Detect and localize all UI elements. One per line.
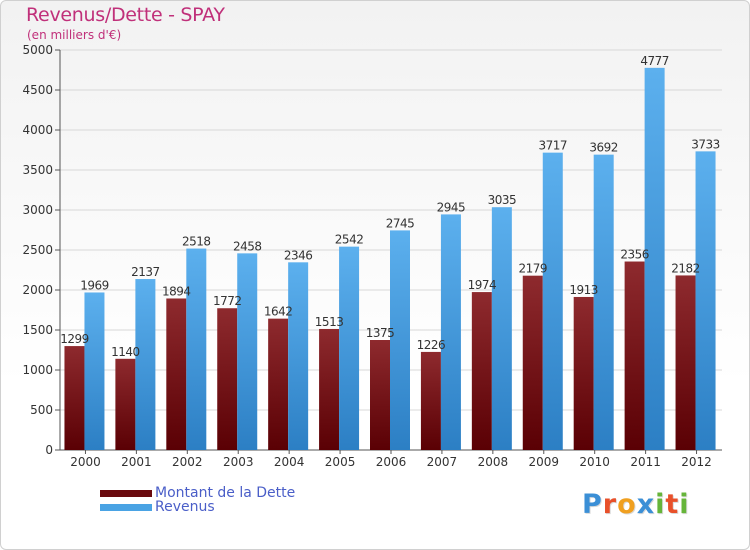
data-label-dette: 1226 — [417, 338, 446, 352]
data-label-revenus: 1969 — [80, 278, 109, 292]
bar-dette — [370, 340, 390, 450]
logo-letter: o — [617, 489, 637, 520]
logo-letter: i — [655, 489, 666, 520]
bar-revenus — [491, 207, 512, 450]
y-tick-label: 5000 — [22, 43, 53, 57]
data-label-revenus: 2542 — [335, 233, 364, 247]
data-label-dette: 1894 — [162, 284, 191, 298]
bar-revenus — [644, 67, 665, 450]
data-label-revenus: 3035 — [488, 193, 517, 207]
logo-letter: r — [602, 489, 618, 520]
legend-swatch-revenus — [100, 503, 152, 511]
legend: Montant de la Dette Revenus — [100, 486, 295, 514]
logo-letter: t — [665, 489, 680, 520]
x-tick-label: 2004 — [274, 455, 305, 469]
legend-label-revenus: Revenus — [155, 499, 215, 515]
legend-item-revenus: Revenus — [100, 500, 295, 514]
data-label-dette: 1913 — [569, 283, 598, 297]
data-label-dette: 1642 — [264, 305, 293, 319]
data-label-dette: 2179 — [518, 262, 547, 276]
data-label-revenus: 2518 — [182, 235, 211, 249]
x-tick-label: 2002 — [172, 455, 203, 469]
bar-dette — [522, 275, 543, 450]
axes: 0 500 1000 1500 2000 2500 3000 3500 4000 4500 5000… — [22, 43, 722, 469]
bar-revenus — [339, 246, 360, 450]
chart-subtitle: (en milliers d'€) — [27, 28, 122, 42]
y-tick-label: 2000 — [22, 283, 53, 297]
bar-dette — [319, 328, 340, 450]
data-label-revenus: 2458 — [233, 239, 262, 253]
bars — [64, 67, 716, 451]
logo-letter: P — [582, 489, 603, 520]
bar-revenus — [237, 253, 258, 450]
x-tick-label: 2012 — [681, 455, 712, 469]
data-label-revenus: 2745 — [386, 216, 415, 230]
data-label-dette: 1772 — [213, 294, 242, 308]
data-label-dette: 1375 — [366, 326, 395, 340]
bar-revenus — [542, 152, 563, 450]
logo-letter: x — [636, 489, 656, 520]
bar-revenus — [593, 154, 614, 450]
bar-dette — [675, 275, 696, 450]
x-tick-label: 2008 — [478, 455, 509, 469]
y-tick-label: 3500 — [22, 163, 53, 177]
data-label-revenus: 2346 — [284, 248, 313, 262]
x-tick-label: 2009 — [528, 455, 559, 469]
x-tick-label: 2011 — [630, 455, 661, 469]
bar-dette — [166, 298, 187, 450]
x-tick-label: 2000 — [70, 455, 101, 469]
data-label-revenus: 3733 — [691, 137, 720, 151]
x-tick-label: 2007 — [427, 455, 458, 469]
y-tick-label: 3000 — [22, 203, 53, 217]
bar-dette — [115, 358, 136, 450]
chart-title: Revenus/Dette - SPAY — [26, 4, 225, 26]
y-tick-label: 1000 — [22, 363, 53, 377]
data-label-dette: 1140 — [111, 345, 140, 359]
bar-dette — [268, 318, 289, 450]
bar-revenus — [288, 262, 309, 450]
bar-dette — [217, 308, 238, 450]
legend-label-dette: Montant de la Dette — [155, 485, 296, 501]
x-tick-label: 2005 — [325, 455, 356, 469]
y-tick-label: 500 — [30, 403, 53, 417]
proxiti-logo: Proxiti — [582, 489, 690, 520]
bar-revenus — [186, 248, 207, 450]
data-label-revenus: 2137 — [131, 265, 160, 279]
y-tick-label: 2500 — [22, 243, 53, 257]
bar-revenus — [84, 292, 105, 450]
y-tick-label: 4000 — [22, 123, 53, 137]
data-label-dette: 2182 — [671, 261, 700, 275]
bar-dette — [471, 292, 492, 450]
data-label-dette: 1299 — [60, 332, 89, 346]
x-tick-label: 2006 — [376, 455, 407, 469]
data-label-revenus: 3692 — [589, 141, 618, 155]
bar-dette — [624, 261, 645, 450]
bar-revenus — [135, 279, 156, 450]
bar-dette — [64, 346, 85, 450]
bar-revenus — [390, 230, 410, 450]
y-tick-label: 1500 — [22, 323, 53, 337]
legend-swatch-dette — [100, 489, 152, 497]
y-tick-label: 0 — [45, 443, 53, 457]
data-label-dette: 1974 — [468, 278, 497, 292]
data-label-dette: 2356 — [620, 248, 649, 262]
data-label-revenus: 2945 — [437, 200, 466, 214]
logo-letter: i — [679, 489, 690, 520]
x-tick-label: 2001 — [121, 455, 152, 469]
x-tick-label: 2003 — [223, 455, 254, 469]
bar-dette — [573, 296, 594, 450]
data-label-dette: 1513 — [315, 315, 344, 329]
x-tick-label: 2010 — [579, 455, 610, 469]
bar-dette — [420, 351, 441, 450]
data-label-revenus: 4777 — [640, 54, 669, 68]
bar-revenus — [440, 214, 461, 450]
y-tick-label: 4500 — [22, 83, 53, 97]
bar-revenus — [695, 151, 716, 451]
legend-item-dette: Montant de la Dette — [100, 486, 295, 500]
data-label-revenus: 3717 — [538, 139, 567, 153]
